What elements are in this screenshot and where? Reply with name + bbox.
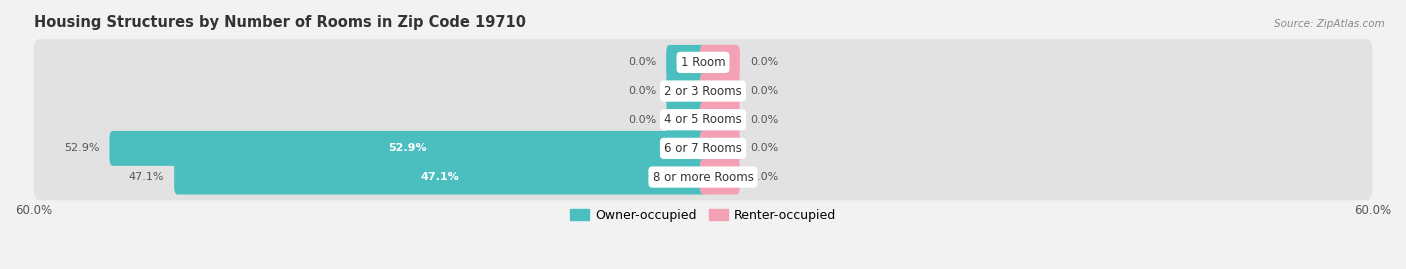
- FancyBboxPatch shape: [700, 73, 740, 108]
- Text: 0.0%: 0.0%: [749, 143, 778, 153]
- Text: Housing Structures by Number of Rooms in Zip Code 19710: Housing Structures by Number of Rooms in…: [34, 15, 526, 30]
- Text: Source: ZipAtlas.com: Source: ZipAtlas.com: [1274, 19, 1385, 29]
- FancyBboxPatch shape: [34, 39, 1372, 86]
- Text: 0.0%: 0.0%: [628, 115, 657, 125]
- Text: 47.1%: 47.1%: [128, 172, 165, 182]
- FancyBboxPatch shape: [700, 131, 740, 166]
- FancyBboxPatch shape: [34, 97, 1372, 143]
- Text: 2 or 3 Rooms: 2 or 3 Rooms: [664, 84, 742, 98]
- FancyBboxPatch shape: [700, 160, 740, 194]
- Legend: Owner-occupied, Renter-occupied: Owner-occupied, Renter-occupied: [565, 204, 841, 227]
- Text: 0.0%: 0.0%: [749, 86, 778, 96]
- Text: 1 Room: 1 Room: [681, 56, 725, 69]
- FancyBboxPatch shape: [700, 102, 740, 137]
- Text: 0.0%: 0.0%: [749, 172, 778, 182]
- Text: 0.0%: 0.0%: [749, 115, 778, 125]
- Text: 0.0%: 0.0%: [628, 57, 657, 68]
- Text: 6 or 7 Rooms: 6 or 7 Rooms: [664, 142, 742, 155]
- FancyBboxPatch shape: [666, 73, 706, 108]
- FancyBboxPatch shape: [666, 45, 706, 80]
- Text: 52.9%: 52.9%: [388, 143, 427, 153]
- Text: 4 or 5 Rooms: 4 or 5 Rooms: [664, 113, 742, 126]
- Text: 0.0%: 0.0%: [749, 57, 778, 68]
- FancyBboxPatch shape: [34, 125, 1372, 172]
- FancyBboxPatch shape: [700, 45, 740, 80]
- Text: 47.1%: 47.1%: [420, 172, 460, 182]
- Text: 52.9%: 52.9%: [63, 143, 100, 153]
- FancyBboxPatch shape: [34, 154, 1372, 200]
- Text: 8 or more Rooms: 8 or more Rooms: [652, 171, 754, 183]
- FancyBboxPatch shape: [34, 68, 1372, 114]
- FancyBboxPatch shape: [110, 131, 706, 166]
- FancyBboxPatch shape: [666, 102, 706, 137]
- FancyBboxPatch shape: [174, 160, 706, 194]
- Text: 0.0%: 0.0%: [628, 86, 657, 96]
